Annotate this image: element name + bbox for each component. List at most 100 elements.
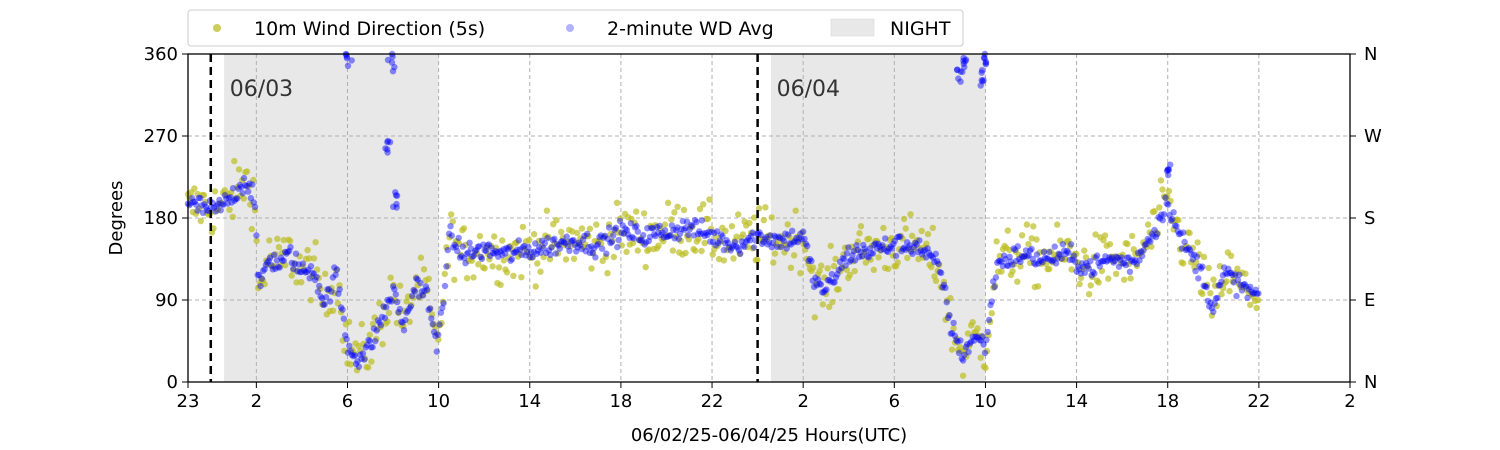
data-point	[418, 288, 425, 295]
data-point	[424, 287, 431, 294]
data-point-outlier	[957, 78, 964, 85]
data-point	[685, 236, 692, 243]
data-point	[920, 254, 927, 261]
data-point	[577, 235, 584, 242]
data-point	[1124, 254, 1131, 261]
data-point	[227, 194, 234, 201]
data-point	[973, 333, 980, 340]
data-point	[414, 276, 421, 283]
data-point	[503, 244, 510, 252]
data-point	[677, 237, 684, 244]
data-point	[1081, 247, 1088, 254]
data-point	[1144, 235, 1151, 243]
data-point	[749, 229, 756, 236]
data-point	[369, 320, 377, 328]
data-point	[1191, 264, 1198, 271]
data-point	[1152, 233, 1160, 241]
data-point	[585, 243, 592, 251]
data-point	[648, 224, 655, 232]
data-point	[1133, 260, 1140, 268]
data-point	[664, 233, 671, 240]
data-point	[739, 242, 747, 249]
data-point	[652, 222, 659, 229]
data-point	[671, 209, 678, 216]
data-point	[1005, 262, 1012, 269]
data-point	[761, 235, 769, 243]
data-point-outlier	[954, 66, 961, 74]
data-point	[1044, 255, 1052, 262]
data-point	[581, 232, 588, 240]
data-point	[287, 243, 294, 251]
data-point	[1095, 259, 1102, 267]
data-point-outlier	[980, 54, 988, 61]
data-point	[344, 349, 352, 356]
data-point	[551, 240, 558, 247]
x-tick-label-12: 22	[1247, 391, 1270, 412]
data-point	[452, 243, 460, 250]
data-point	[961, 351, 968, 359]
y-axis-ticks: 0 90 180 270 360	[144, 44, 188, 393]
data-point	[1218, 291, 1225, 298]
data-point	[1023, 221, 1031, 228]
data-point	[346, 342, 353, 349]
data-point	[731, 238, 738, 246]
data-point	[856, 230, 863, 237]
data-point	[1077, 270, 1084, 277]
data-point	[352, 360, 360, 368]
data-point	[1186, 246, 1194, 254]
data-point	[473, 250, 480, 257]
data-point	[518, 274, 525, 281]
data-point	[366, 331, 373, 338]
data-point	[1117, 256, 1124, 264]
data-point	[977, 337, 985, 344]
data-point	[1247, 301, 1254, 309]
data-point	[298, 279, 305, 286]
data-point	[1018, 232, 1026, 239]
data-point	[448, 232, 455, 239]
data-point	[921, 246, 928, 254]
data-point	[558, 238, 565, 245]
data-point	[676, 230, 684, 237]
data-point	[1188, 250, 1195, 258]
data-point	[196, 205, 203, 212]
data-point	[1237, 281, 1244, 289]
data-point	[1232, 271, 1239, 278]
data-point	[739, 231, 747, 238]
y-tick-label-3: 270	[144, 126, 178, 147]
series-wind-direction-5s	[184, 157, 1262, 379]
data-point	[1219, 285, 1227, 292]
data-point	[462, 241, 469, 249]
data-point	[749, 245, 756, 252]
data-point	[934, 267, 941, 275]
data-point	[642, 239, 650, 246]
data-point	[900, 215, 908, 223]
data-point	[281, 248, 289, 256]
data-point	[1022, 247, 1030, 254]
data-point	[809, 277, 816, 284]
data-point	[873, 238, 881, 245]
data-point	[1192, 267, 1199, 275]
data-point	[1130, 259, 1138, 266]
data-point	[707, 238, 714, 245]
data-point	[802, 246, 809, 253]
data-point	[534, 260, 541, 267]
data-point	[985, 331, 992, 339]
data-point-outlier	[390, 203, 397, 210]
data-point	[979, 333, 986, 340]
data-point	[370, 325, 378, 332]
data-point	[782, 242, 790, 249]
data-point	[680, 206, 688, 214]
data-point	[897, 233, 904, 240]
data-point	[1066, 243, 1074, 250]
data-point	[409, 294, 417, 301]
data-point	[533, 250, 540, 257]
data-point	[682, 224, 689, 232]
data-point	[1093, 252, 1101, 259]
data-point	[772, 234, 779, 241]
data-point	[928, 263, 935, 271]
data-point	[197, 217, 204, 225]
data-point	[334, 300, 342, 307]
data-point	[409, 292, 416, 299]
data-point	[779, 235, 786, 242]
data-point	[894, 233, 901, 241]
